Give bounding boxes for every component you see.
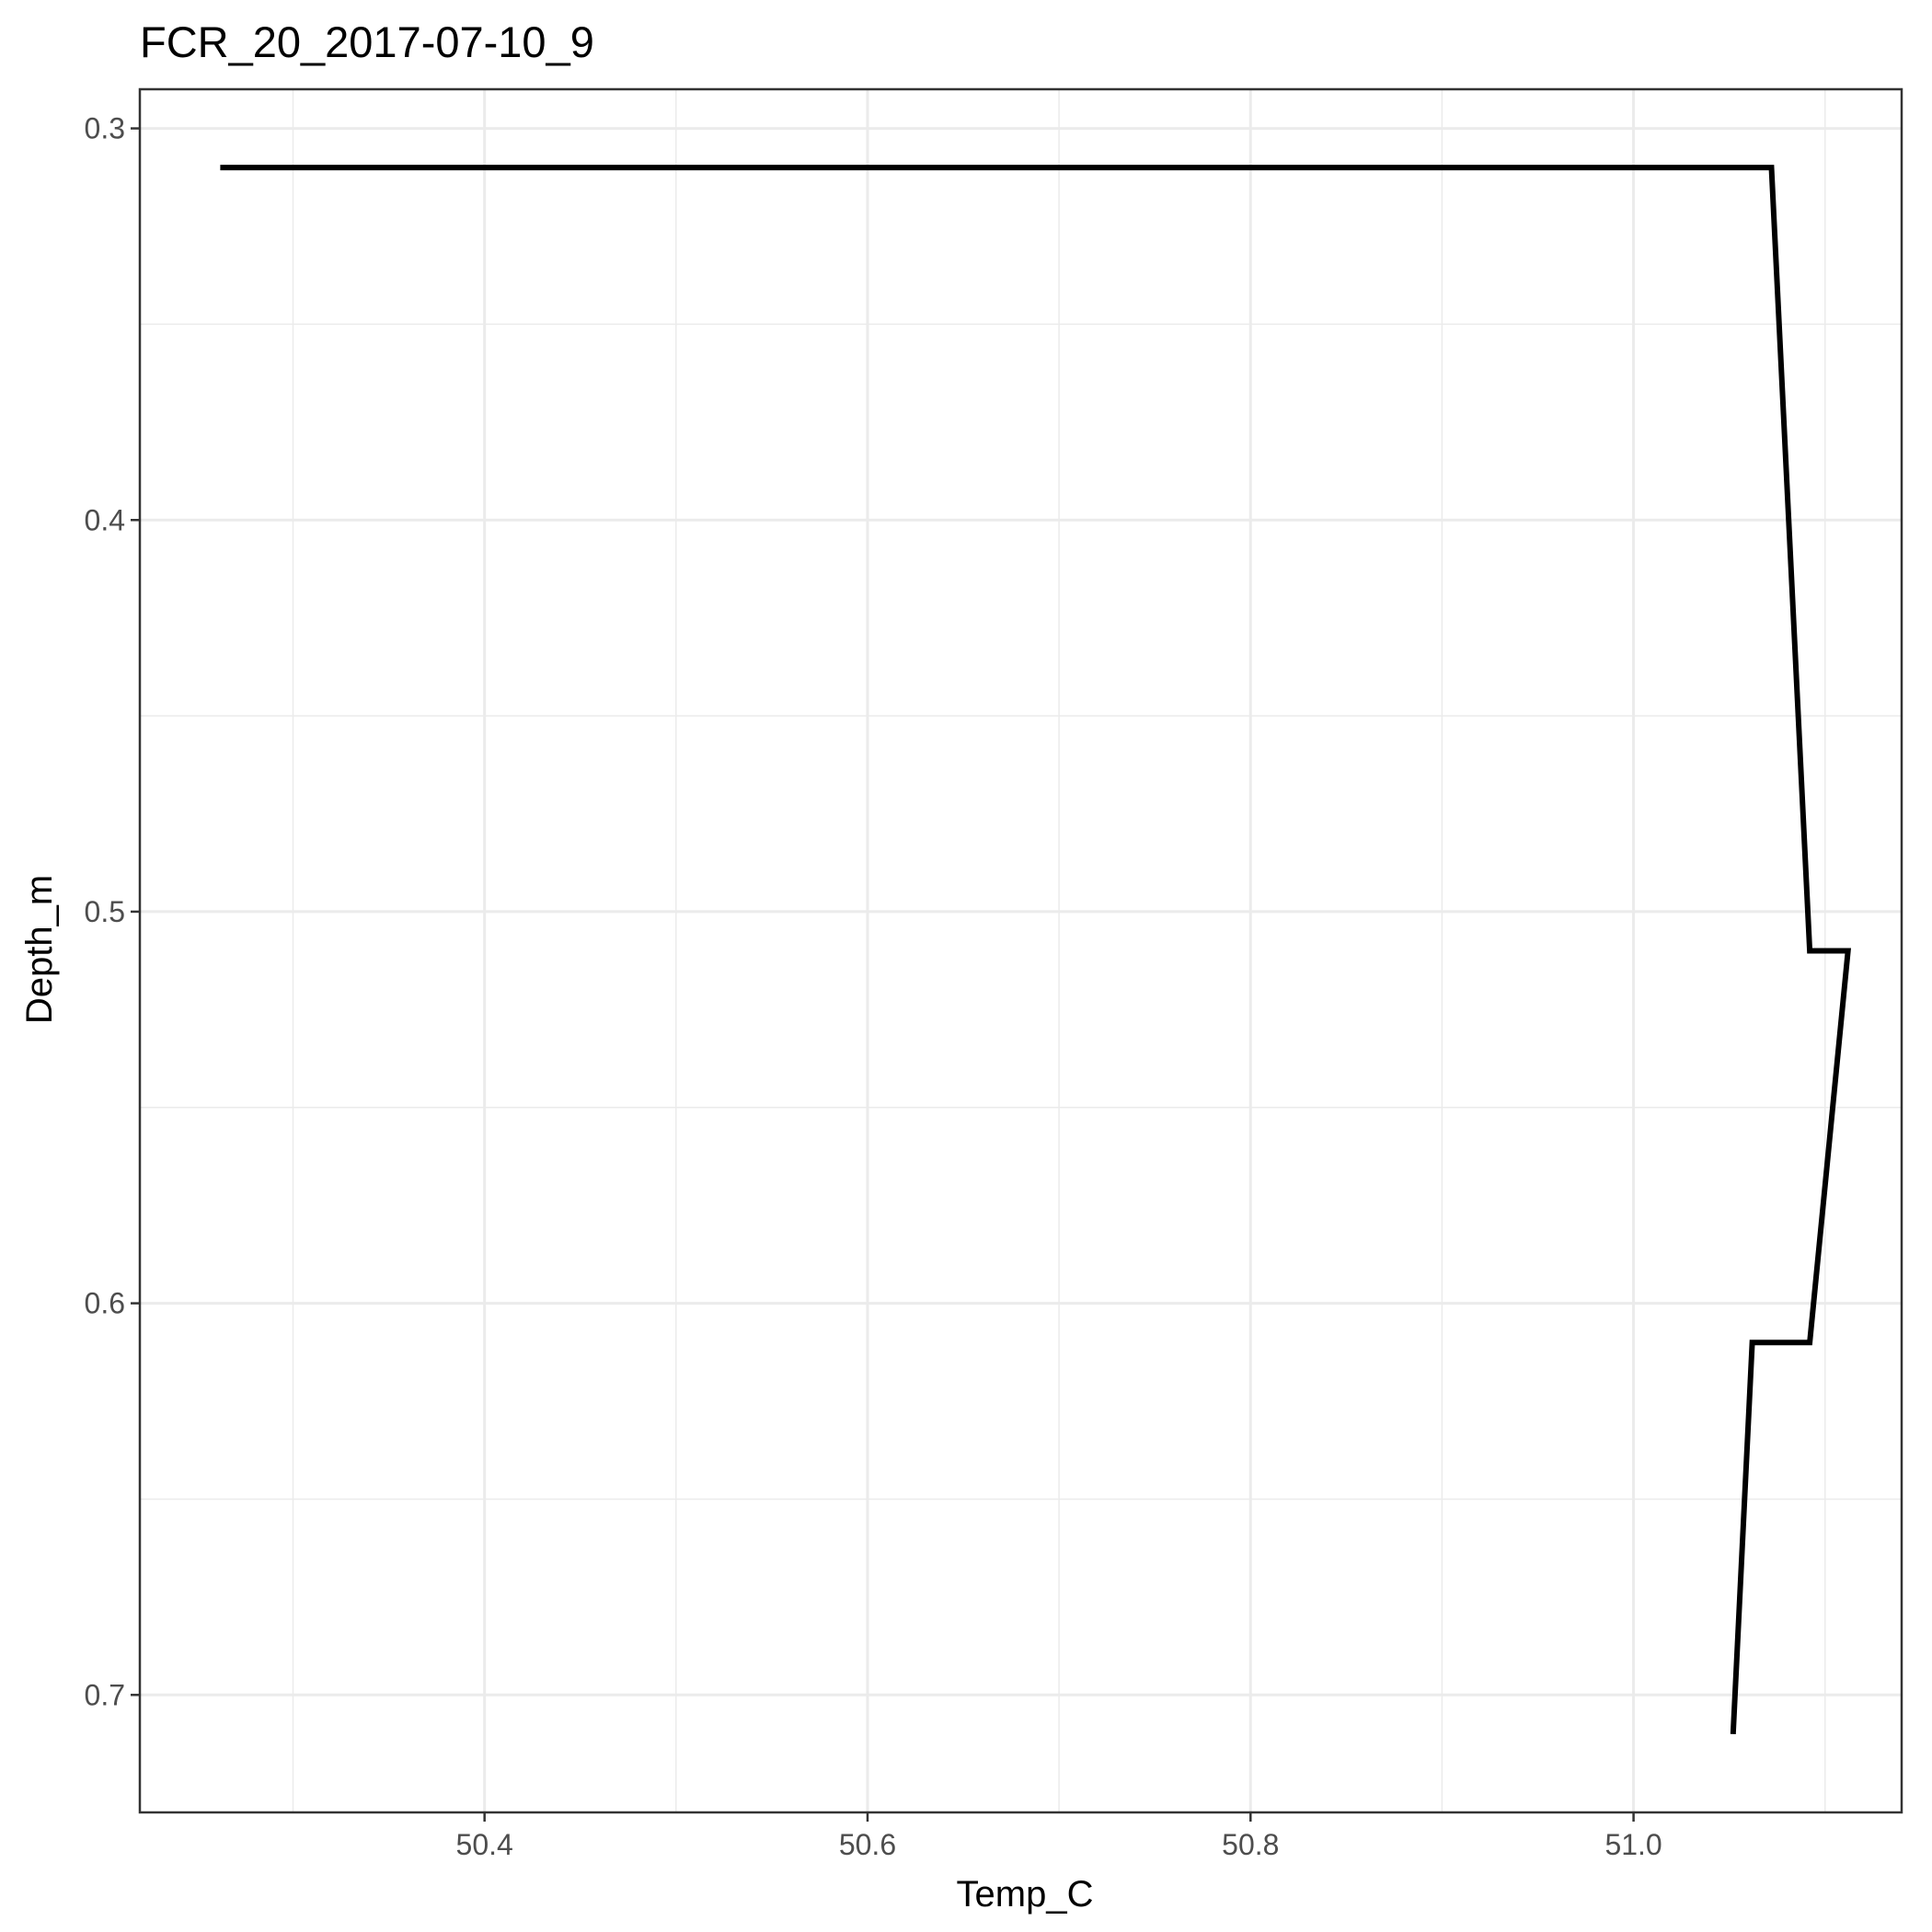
chart-title: FCR_20_2017-07-10_9 (140, 17, 594, 66)
y-tick-label: 0.5 (85, 895, 125, 928)
x-tick-label: 50.6 (839, 1828, 896, 1861)
axes: 50.4 50.6 50.8 51.0 0.3 0.4 0.5 0.6 0.7 (85, 112, 1662, 1861)
y-tick-label: 0.6 (85, 1287, 125, 1320)
temperature-profile-line (220, 165, 1852, 1735)
y-tick-label: 0.7 (85, 1678, 125, 1711)
y-axis-title: Depth_m (19, 875, 60, 1024)
grid (140, 89, 1902, 1812)
x-tick-label: 50.8 (1222, 1828, 1279, 1861)
y-tick-label: 0.4 (85, 503, 125, 536)
y-tick-label: 0.3 (85, 112, 125, 145)
x-tick-label: 50.4 (456, 1828, 513, 1861)
x-axis-title: Temp_C (957, 1874, 1094, 1915)
x-tick-label: 51.0 (1604, 1828, 1662, 1861)
series-layer (220, 165, 1852, 1735)
plot-panel-border (138, 87, 1903, 1814)
